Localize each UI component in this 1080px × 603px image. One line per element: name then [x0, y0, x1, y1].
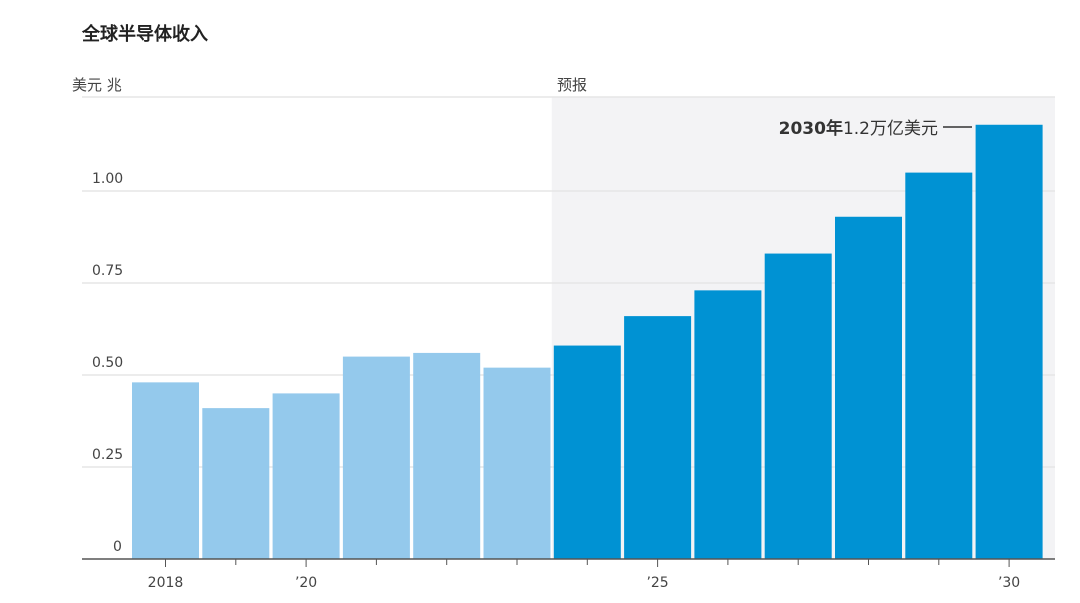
bar-2023	[483, 367, 551, 559]
x-tick-label: ’30	[998, 575, 1020, 591]
forecast-label: 预报	[557, 76, 587, 94]
bar-2030	[975, 124, 1043, 559]
annotation-label: 2030年1.2万亿美元	[779, 118, 938, 139]
bar-2021	[342, 356, 410, 559]
bar-2026	[694, 290, 762, 559]
y-tick-label: 1.00	[92, 171, 123, 187]
annotation-value: 1.2万亿美元	[843, 119, 938, 139]
bar-2019	[202, 408, 270, 559]
x-tick-label: ’25	[646, 575, 668, 591]
y-tick-label: 0	[113, 539, 122, 555]
bar-2025	[624, 316, 692, 559]
bar-2024	[553, 345, 621, 559]
x-tick-label: 2018	[148, 575, 184, 591]
bar-2020	[272, 393, 340, 559]
bar-2018	[132, 382, 199, 559]
y-tick-label: 0.50	[92, 355, 123, 371]
chart-title: 全球半导体收入	[82, 24, 208, 45]
bar-2027	[764, 253, 832, 559]
bar-2022	[413, 352, 481, 559]
bar-2028	[835, 216, 902, 559]
y-axis-label: 美元 兆	[72, 76, 122, 94]
y-tick-label: 0.25	[92, 447, 123, 463]
annotation-year: 2030年	[779, 118, 843, 139]
y-tick-label: 0.75	[92, 263, 123, 279]
bar-2029	[905, 172, 973, 559]
x-tick-label: ’20	[295, 575, 317, 591]
